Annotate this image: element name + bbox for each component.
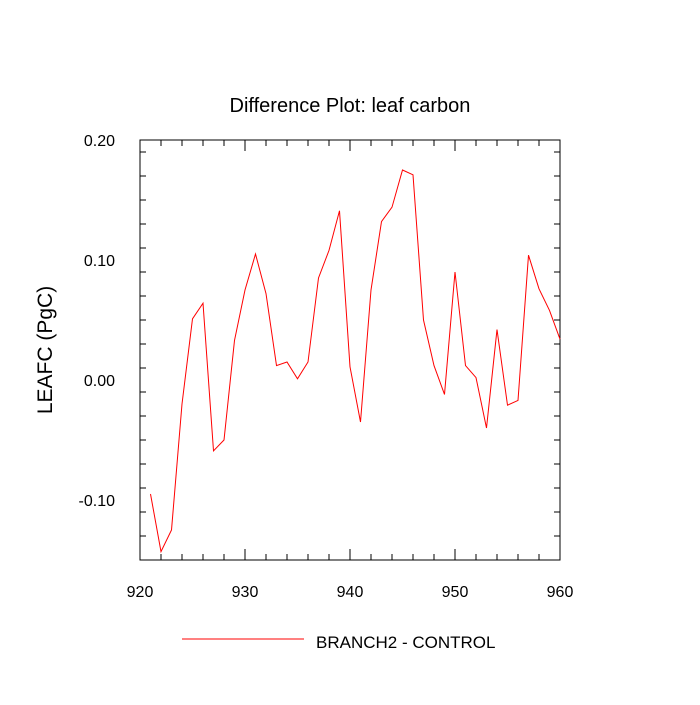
data-point: [234, 340, 235, 341]
x-tick-label: 950: [442, 584, 469, 601]
data-point: [245, 290, 246, 291]
data-point: [381, 221, 382, 222]
data-point: [444, 394, 445, 395]
data-point: [203, 303, 204, 304]
data-point: [465, 365, 466, 366]
data-point: [518, 400, 519, 401]
data-point: [308, 362, 309, 363]
data-point: [402, 170, 403, 171]
data-point: [413, 174, 414, 175]
x-tick-label: 940: [337, 584, 364, 601]
data-point: [476, 377, 477, 378]
data-point: [455, 272, 456, 273]
data-point: [192, 318, 193, 319]
legend-label: BRANCH2 - CONTROL: [316, 633, 495, 652]
data-point: [392, 207, 393, 208]
legend: BRANCH2 - CONTROL: [182, 633, 495, 652]
data-point: [255, 254, 256, 255]
data-point: [560, 339, 561, 340]
y-tick-label: 0.00: [84, 373, 115, 390]
data-point: [213, 450, 214, 451]
y-tick-label: 0.10: [84, 253, 115, 270]
data-point: [539, 288, 540, 289]
data-point: [549, 310, 550, 311]
data-point: [150, 494, 151, 495]
series-line-0: [150, 169, 561, 554]
axes: 920 930 940 950 960 -0.10 0.00 0.10 0.20: [79, 133, 574, 601]
data-point: [224, 440, 225, 441]
y-tick-label: -0.10: [79, 493, 116, 510]
x-tick-label: 960: [547, 584, 574, 601]
data-point: [182, 404, 183, 405]
data-point: [297, 378, 298, 379]
data-point: [497, 329, 498, 330]
x-tick-label: 930: [232, 584, 259, 601]
data-point: [434, 365, 435, 366]
data-point: [371, 290, 372, 291]
data-point: [360, 422, 361, 423]
data-point: [318, 278, 319, 279]
data-point: [507, 405, 508, 406]
data-point: [266, 293, 267, 294]
x-tick-label: 920: [127, 584, 154, 601]
data-point: [350, 366, 351, 367]
data-point: [287, 362, 288, 363]
data-point: [486, 428, 487, 429]
data-point: [276, 365, 277, 366]
data-point: [528, 255, 529, 256]
data-point: [423, 320, 424, 321]
data-point: [329, 250, 330, 251]
data-point: [161, 551, 162, 552]
y-tick-label: 0.20: [84, 133, 115, 150]
data-point: [339, 210, 340, 211]
chart-title: Difference Plot: leaf carbon: [230, 95, 471, 117]
series-layer: [150, 169, 561, 554]
y-axis-label: LEAFC (PgC): [34, 286, 57, 414]
data-point: [171, 530, 172, 531]
